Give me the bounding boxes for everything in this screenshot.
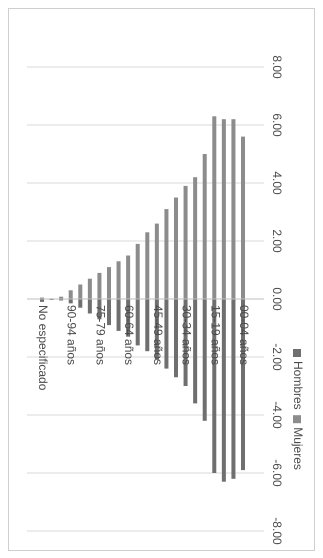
bar-mujeres-18 (212, 116, 217, 299)
bar-mujeres-7 (106, 267, 112, 299)
chart-frame: -8.00 -6.00 -4.00 -2.00 0.00 2.00 4.00 6.00 8.00… (8, 8, 315, 551)
bar-hombres-11 (145, 299, 150, 352)
category-label: 15-19 años (208, 305, 222, 365)
bar-hombres-12 (154, 299, 159, 360)
bar-mujeres-19 (221, 119, 226, 299)
value-tick-label: -6.00 (270, 459, 284, 487)
bar-mujeres-8 (116, 261, 121, 299)
legend-swatch-hombres (293, 349, 301, 357)
bar-mujeres-17 (202, 154, 207, 299)
bar-hombres-9 (126, 299, 131, 337)
bar-hombres-13 (164, 299, 169, 369)
value-tick-label: 8.00 (270, 55, 284, 79)
population-pyramid-chart: -8.00 -6.00 -4.00 -2.00 0.00 2.00 4.00 6.00 8.00… (27, 55, 305, 545)
bar-mujeres-20 (231, 119, 236, 299)
value-tick-label: -8.00 (270, 517, 284, 545)
legend-label-hombres: Hombres (291, 361, 305, 410)
bar-hombres-16 (193, 299, 198, 404)
bar-hombres-8 (116, 299, 121, 331)
legend-label-mujeres: Mujeres (291, 427, 305, 470)
category-label: 75-79 años (93, 305, 107, 365)
bar-mujeres-21 (240, 136, 246, 299)
value-tick-label: -2.00 (270, 343, 284, 371)
bar-hombres-17 (202, 299, 207, 421)
value-axis-tick-labels: -8.00 -6.00 -4.00 -2.00 0.00 2.00 4.00 6.00 8.00 (270, 55, 284, 545)
bar-mujeres-5 (87, 278, 92, 299)
bar-mujeres-6 (97, 272, 102, 299)
bar-hombres-15 (183, 299, 188, 386)
value-tick-label: 0.00 (270, 287, 284, 311)
bar-hombres-10 (135, 299, 140, 346)
bar-hombres-5 (87, 299, 92, 314)
bar-hombres-6 (97, 299, 102, 320)
legend-swatch-mujeres (293, 415, 301, 424)
bar-hombres-4 (78, 299, 83, 308)
bar-hombres-0 (39, 299, 45, 302)
bar-mujeres-12 (154, 223, 159, 299)
category-label: 60-64 años (122, 305, 136, 365)
bar-mujeres-3 (68, 290, 73, 299)
value-tick-label: -4.00 (270, 401, 284, 429)
category-label: No especificado (36, 305, 50, 391)
category-label: 30-34 años (180, 305, 194, 365)
bar-mujeres-9 (126, 255, 131, 299)
value-tick-label: 4.00 (270, 171, 284, 195)
bar-mujeres-11 (145, 232, 150, 299)
bar-mujeres-2 (59, 296, 64, 299)
bars (39, 116, 246, 482)
bar-mujeres-15 (183, 185, 188, 299)
category-label: 00-04 años (237, 305, 251, 365)
legend: Hombres Mujeres (291, 349, 305, 470)
category-axis-labels: No especificado 90-94 años 75-79 años 60-64… (36, 305, 251, 391)
bar-mujeres-14 (173, 197, 179, 299)
bar-hombres-19 (221, 299, 226, 482)
bar-mujeres-0 (39, 297, 45, 299)
bar-mujeres-4 (78, 284, 83, 299)
bar-hombres-7 (106, 299, 112, 326)
bar-mujeres-10 (135, 243, 140, 299)
bar-hombres-18 (212, 299, 217, 473)
bar-hombres-20 (231, 299, 236, 479)
bar-hombres-21 (240, 299, 246, 471)
value-tick-label: 6.00 (270, 113, 284, 137)
bar-hombres-14 (173, 299, 179, 378)
category-label: 90-94 años (65, 305, 79, 365)
bar-hombres-2 (59, 299, 64, 301)
category-label: 45-49 años (151, 305, 165, 365)
bar-mujeres-13 (164, 209, 169, 299)
bar-hombres-3 (68, 299, 73, 304)
value-tick-label: 2.00 (270, 229, 284, 253)
bar-mujeres-16 (193, 177, 198, 299)
